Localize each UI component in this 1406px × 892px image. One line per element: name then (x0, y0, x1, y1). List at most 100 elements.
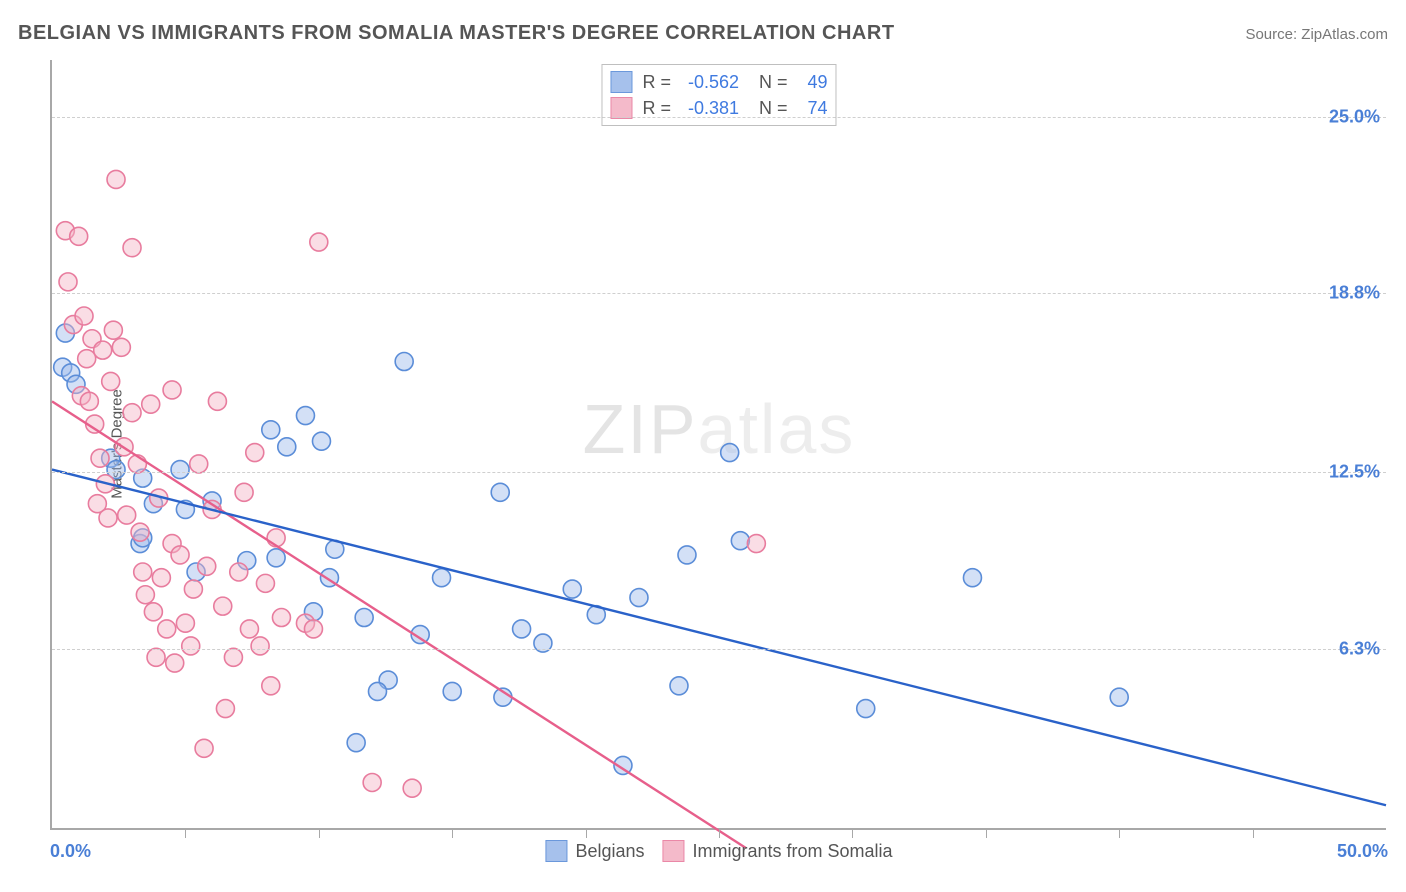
gridline (52, 293, 1386, 294)
y-tick-label: 18.8% (1329, 283, 1380, 304)
gridline (52, 117, 1386, 118)
data-point (433, 569, 451, 587)
gridline (52, 649, 1386, 650)
data-point (731, 532, 749, 550)
data-point (208, 392, 226, 410)
data-point (198, 557, 216, 575)
data-point (70, 227, 88, 245)
data-point (171, 461, 189, 479)
chart-source: Source: ZipAtlas.com (1245, 26, 1388, 43)
data-point (142, 395, 160, 413)
data-point (80, 392, 98, 410)
data-point (158, 620, 176, 638)
data-point (176, 614, 194, 632)
x-tick (452, 828, 453, 838)
data-point (747, 535, 765, 553)
legend-n-value: 74 (794, 98, 828, 119)
series-legend: Belgians Immigrants from Somalia (545, 840, 892, 862)
legend-n-value: 49 (794, 72, 828, 93)
data-point (190, 455, 208, 473)
regression-line (52, 401, 746, 848)
data-point (214, 597, 232, 615)
data-point (355, 609, 373, 627)
data-point (272, 609, 290, 627)
data-point (184, 580, 202, 598)
data-point (262, 421, 280, 439)
data-point (147, 648, 165, 666)
data-point (104, 321, 122, 339)
data-point (670, 677, 688, 695)
legend-swatch (610, 97, 632, 119)
data-point (267, 529, 285, 547)
data-point (78, 350, 96, 368)
x-tick (719, 828, 720, 838)
data-point (102, 372, 120, 390)
data-point (91, 449, 109, 467)
data-point (363, 773, 381, 791)
gridline (52, 472, 1386, 473)
data-point (131, 523, 149, 541)
data-point (136, 586, 154, 604)
data-point (368, 682, 386, 700)
data-point (310, 233, 328, 251)
legend-stat-row: R = -0.562 N = 49 (610, 69, 827, 95)
data-point (182, 637, 200, 655)
data-point (123, 239, 141, 257)
data-point (246, 444, 264, 462)
scatter-svg (52, 60, 1386, 828)
legend-n-label: N = (749, 72, 788, 93)
x-axis-max-label: 50.0% (1337, 841, 1388, 862)
data-point (224, 648, 242, 666)
legend-r-label: R = (642, 98, 671, 119)
data-point (513, 620, 531, 638)
legend-item: Immigrants from Somalia (662, 840, 892, 862)
data-point (134, 563, 152, 581)
data-point (59, 273, 77, 291)
data-point (395, 353, 413, 371)
data-point (857, 700, 875, 718)
data-point (1110, 688, 1128, 706)
legend-series-name: Belgians (575, 841, 644, 862)
y-tick-label: 25.0% (1329, 106, 1380, 127)
data-point (216, 700, 234, 718)
data-point (144, 603, 162, 621)
chart-title: BELGIAN VS IMMIGRANTS FROM SOMALIA MASTE… (18, 22, 895, 45)
data-point (262, 677, 280, 695)
legend-r-value: -0.562 (677, 72, 739, 93)
data-point (152, 569, 170, 587)
data-point (251, 637, 269, 655)
legend-swatch (545, 840, 567, 862)
data-point (678, 546, 696, 564)
x-tick (1253, 828, 1254, 838)
legend-r-label: R = (642, 72, 671, 93)
data-point (118, 506, 136, 524)
data-point (99, 509, 117, 527)
legend-r-value: -0.381 (677, 98, 739, 119)
x-tick (185, 828, 186, 838)
data-point (491, 483, 509, 501)
data-point (240, 620, 258, 638)
data-point (112, 338, 130, 356)
legend-n-label: N = (749, 98, 788, 119)
data-point (123, 404, 141, 422)
legend-swatch (610, 71, 632, 93)
data-point (296, 407, 314, 425)
data-point (195, 739, 213, 757)
x-tick (1119, 828, 1120, 838)
data-point (256, 574, 274, 592)
plot-area: Master's Degree ZIPatlas 0.0% 50.0% R =-… (50, 60, 1386, 830)
data-point (563, 580, 581, 598)
data-point (304, 620, 322, 638)
data-point (403, 779, 421, 797)
y-tick-label: 12.5% (1329, 462, 1380, 483)
data-point (75, 307, 93, 325)
data-point (163, 381, 181, 399)
y-tick-label: 6.3% (1339, 638, 1380, 659)
data-point (171, 546, 189, 564)
data-point (94, 341, 112, 359)
legend-item: Belgians (545, 840, 644, 862)
x-tick (586, 828, 587, 838)
data-point (347, 734, 365, 752)
legend-series-name: Immigrants from Somalia (692, 841, 892, 862)
data-point (267, 549, 285, 567)
